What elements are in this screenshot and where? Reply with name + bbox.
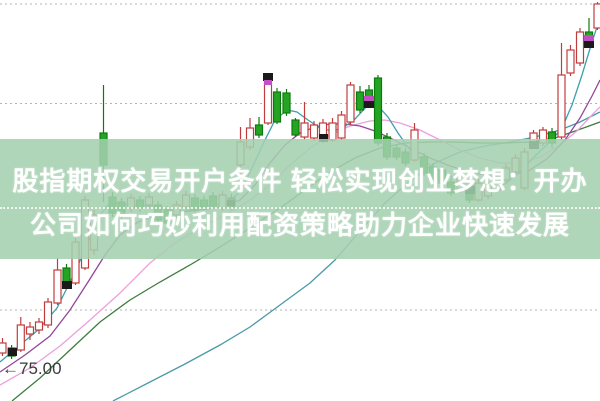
- gridline-over-band: [0, 207, 600, 209]
- price-label: ←75.00: [2, 359, 62, 378]
- headline-overlay-band: [0, 139, 600, 259]
- headline-line-2: 公司如何巧妙利用配资策略助力企业快速发展: [29, 210, 570, 240]
- headline-line-1: 股指期权交易开户条件 轻松实现创业梦想：开办: [12, 166, 588, 196]
